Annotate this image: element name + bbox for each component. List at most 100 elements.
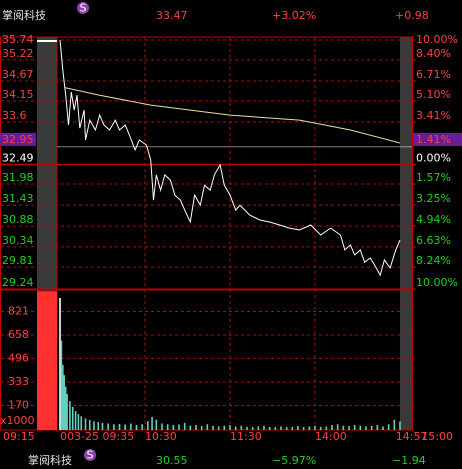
volume-bar <box>314 425 316 430</box>
y2-tick-label: 8.24% <box>416 254 451 267</box>
volume-bar <box>189 425 192 430</box>
volume-bar <box>257 426 260 430</box>
x-tick-label: 10:30 <box>145 430 177 443</box>
volume-tick-label: 821 <box>8 305 29 318</box>
y2-tick-label: 8.40% <box>416 47 451 60</box>
volume-bar <box>217 426 220 430</box>
header-change: +0.98 <box>395 9 429 22</box>
volume-bar <box>359 425 362 430</box>
volume-bar <box>84 418 87 430</box>
volume-bar <box>172 424 175 430</box>
volume-bar <box>147 421 149 430</box>
volume-bar <box>107 423 109 430</box>
y2-tick-label: 4.94% <box>416 213 451 226</box>
x-tick-label: 11:30 <box>230 430 262 443</box>
volume-bar <box>348 425 350 430</box>
x-tick-label: 14:57 <box>396 430 428 443</box>
y2-tick-label: 1.57% <box>416 171 451 184</box>
y2-tick-label: 10.00% <box>416 276 458 289</box>
volume-bar <box>246 426 248 430</box>
volume-tick-label: 170 <box>8 398 29 411</box>
x-tick-label: 14:00 <box>315 430 347 443</box>
volume-bar <box>63 375 66 430</box>
x-tick-label: 09:15 <box>3 430 35 443</box>
volume-bar <box>60 340 63 430</box>
volume-bar <box>59 297 61 430</box>
y-tick-label: 35.74 <box>2 33 34 46</box>
volume-bar <box>263 425 265 430</box>
volume-bar <box>331 424 333 430</box>
volume-bar <box>62 365 64 430</box>
volume-bar <box>297 425 299 430</box>
volume-bar <box>71 406 74 430</box>
volume-bar <box>74 411 77 430</box>
volume-bar <box>101 422 104 430</box>
volume-bar <box>97 422 100 430</box>
volume-bar <box>234 426 237 430</box>
price-line <box>59 39 401 277</box>
auction-volume <box>37 291 57 430</box>
volume-tick-label: 496 <box>8 351 29 364</box>
y2-tick-label: 0.00% <box>416 152 451 165</box>
y-tick-label: 29.24 <box>2 276 34 289</box>
volume-bar <box>319 426 322 430</box>
volume-bar <box>155 419 158 430</box>
footer-stock-name: 掌阅科技 <box>28 453 72 467</box>
volume-bar <box>393 419 396 430</box>
y2-tick-label: 5.10% <box>416 88 451 101</box>
volume-bar <box>382 426 384 430</box>
volume-bar <box>69 401 71 430</box>
volume-bar <box>291 426 294 430</box>
volume-bar <box>285 427 288 430</box>
y-tick-label: 31.43 <box>2 192 34 205</box>
volume-bar <box>240 425 243 430</box>
volume-tick-label: 658 <box>8 328 29 341</box>
volume-bar <box>195 424 197 430</box>
volume-bar <box>370 425 373 430</box>
post-market-area <box>400 37 412 430</box>
y2-tick-label: 6.63% <box>416 234 451 247</box>
y2-tick-label: 10.00% <box>416 33 458 46</box>
y-tick-label: 32.49 <box>2 152 34 165</box>
y2-tick-label: 3.25% <box>416 192 451 205</box>
volume-bar <box>77 414 80 430</box>
volume-bar <box>387 424 390 430</box>
footer-change-pct: −5.97% <box>272 454 316 467</box>
badge-icon <box>77 2 89 14</box>
badge-text: S <box>80 2 87 15</box>
stock-name: 掌阅科技 <box>2 8 46 22</box>
volume-bar <box>365 426 367 430</box>
badge-icon <box>84 449 96 461</box>
volume-bar <box>251 427 254 430</box>
volume-bar <box>88 419 91 430</box>
volume-bar <box>200 425 203 430</box>
volume-bar <box>64 386 67 430</box>
header-price: 33.47 <box>156 9 188 22</box>
footer-change: −1.94 <box>392 454 426 467</box>
y-tick-label: 35.22 <box>2 47 34 60</box>
y-tick-label: 33.6 <box>2 109 27 122</box>
volume-bar <box>118 423 121 430</box>
y-tick-label: 30.34 <box>2 234 34 247</box>
y-tick-label: 34.15 <box>2 88 34 101</box>
volume-bar <box>161 423 163 430</box>
volume-bar <box>66 393 68 430</box>
volume-bar <box>229 424 231 430</box>
x-tick-label: 03-25 09:35 <box>67 430 134 443</box>
x-tick-label: 0 <box>60 430 67 443</box>
cursor-label: 1.41% <box>416 133 451 146</box>
volume-bar <box>80 416 83 430</box>
volume-bar <box>302 427 305 430</box>
volume-bar <box>113 424 115 430</box>
volume-tick-label: 333 <box>8 375 29 388</box>
volume-bar <box>135 424 138 430</box>
volume-bar <box>178 424 180 430</box>
volume-bar <box>223 425 226 430</box>
volume-bar <box>376 424 379 430</box>
volume-bar <box>342 425 345 430</box>
y-tick-label: 31.98 <box>2 171 34 184</box>
cursor-box <box>0 132 36 146</box>
volume-bar <box>93 421 95 430</box>
